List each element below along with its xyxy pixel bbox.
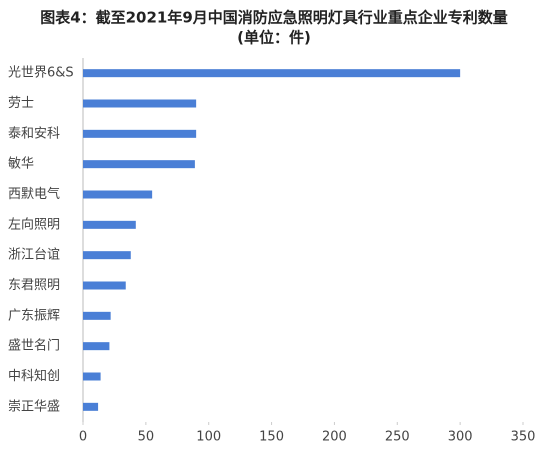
chart-title: 图表4：截至2021年9月中国消防应急照明灯具行业重点企业专利数量: [40, 9, 508, 27]
x-tick-label: 100: [196, 430, 221, 445]
x-tick-label: 350: [511, 430, 536, 445]
chart-subtitle: (单位：件): [237, 29, 311, 47]
y-tick-label: 光世界6&S: [8, 66, 74, 81]
y-tick-label: 广东振辉: [8, 308, 60, 323]
y-tick-label: 劳士: [8, 95, 34, 111]
bar: [83, 220, 136, 229]
bar: [83, 372, 101, 381]
bar: [83, 190, 153, 199]
y-tick-label: 中科知创: [8, 368, 60, 384]
y-tick-label: 盛世名门: [8, 338, 60, 354]
bar: [83, 129, 197, 138]
bar: [83, 99, 197, 108]
x-tick-label: 200: [322, 430, 347, 445]
bar: [83, 311, 111, 320]
y-tick-label: 浙江台谊: [8, 248, 60, 263]
x-tick-label: 250: [385, 430, 410, 445]
bar: [83, 281, 126, 290]
x-tick-label: 50: [138, 430, 155, 445]
bar: [83, 402, 99, 411]
bar: [83, 342, 110, 351]
x-tick-label: 150: [259, 430, 284, 445]
y-tick-label: 敏华: [8, 157, 34, 172]
y-tick-label: 左向照明: [8, 216, 60, 232]
bar: [83, 69, 461, 78]
y-tick-label: 泰和安科: [8, 126, 60, 141]
x-tick-label: 300: [448, 430, 473, 445]
x-tick-label: 0: [79, 430, 87, 445]
y-tick-label: 西默电气: [8, 186, 60, 202]
y-tick-label: 崇正华盛: [8, 399, 60, 414]
bar: [83, 251, 131, 260]
y-tick-label: 东君照明: [8, 278, 60, 293]
bar: [83, 160, 195, 169]
